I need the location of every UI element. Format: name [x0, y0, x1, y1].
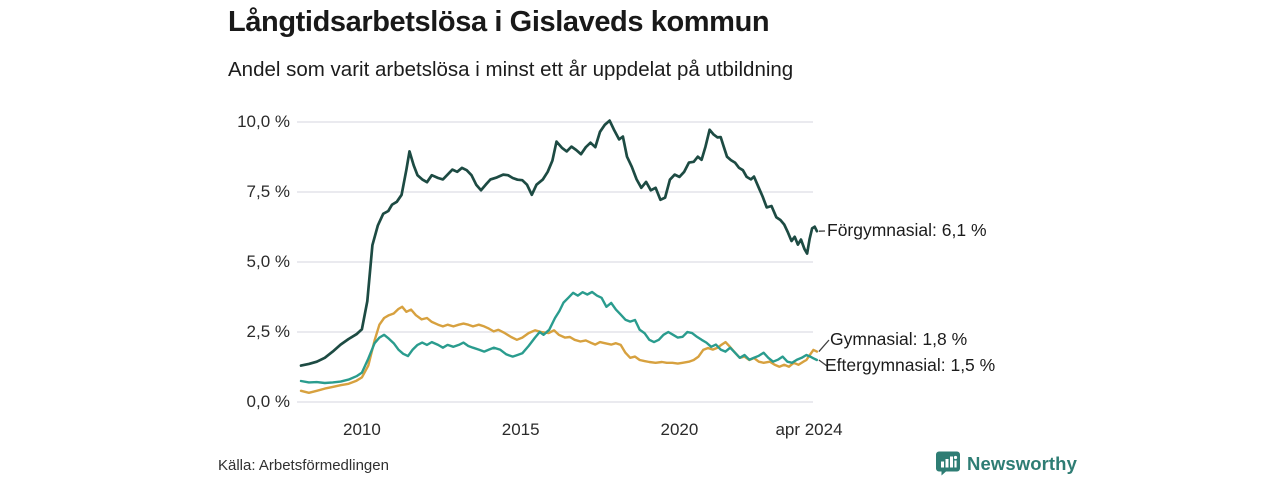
x-tick-label: 2010	[342, 420, 381, 439]
y-tick-label: 7,5 %	[246, 182, 290, 201]
x-tick-label: 2015	[501, 420, 540, 439]
series-end-label-eftergymnasial: Eftergymnasial: 1,5 %	[825, 355, 996, 375]
series-end-label-gymnasial: Gymnasial: 1,8 %	[830, 329, 968, 349]
newsworthy-wordmark: Newsworthy	[967, 452, 1077, 474]
x-tick-label: 2020	[660, 420, 699, 439]
x-tick-label: apr 2024	[775, 420, 843, 439]
label-leader-line	[818, 359, 828, 367]
y-tick-label: 5,0 %	[246, 252, 290, 271]
series-line-förgymnasial	[299, 119, 819, 367]
label-leader-line	[818, 339, 830, 353]
newsworthy-branding: Newsworthy	[936, 451, 1077, 476]
chart-subtitle: Andel som varit arbetslösa i minst ett å…	[228, 58, 794, 81]
series-line-eftergymnasial	[299, 290, 819, 385]
chart-title: Långtidsarbetslösa i Gislaveds kommun	[228, 6, 770, 38]
y-tick-label: 2,5 %	[246, 322, 290, 341]
source-note: Källa: Arbetsförmedlingen	[218, 457, 389, 474]
newsworthy-speech-bubble-bar-chart-icon	[936, 451, 960, 476]
y-tick-label: 10,0 %	[237, 112, 290, 131]
y-tick-label: 0,0 %	[246, 392, 290, 411]
series-line-gymnasial	[299, 305, 819, 394]
series-end-label-forgymnasial: Förgymnasial: 6,1 %	[827, 220, 987, 240]
